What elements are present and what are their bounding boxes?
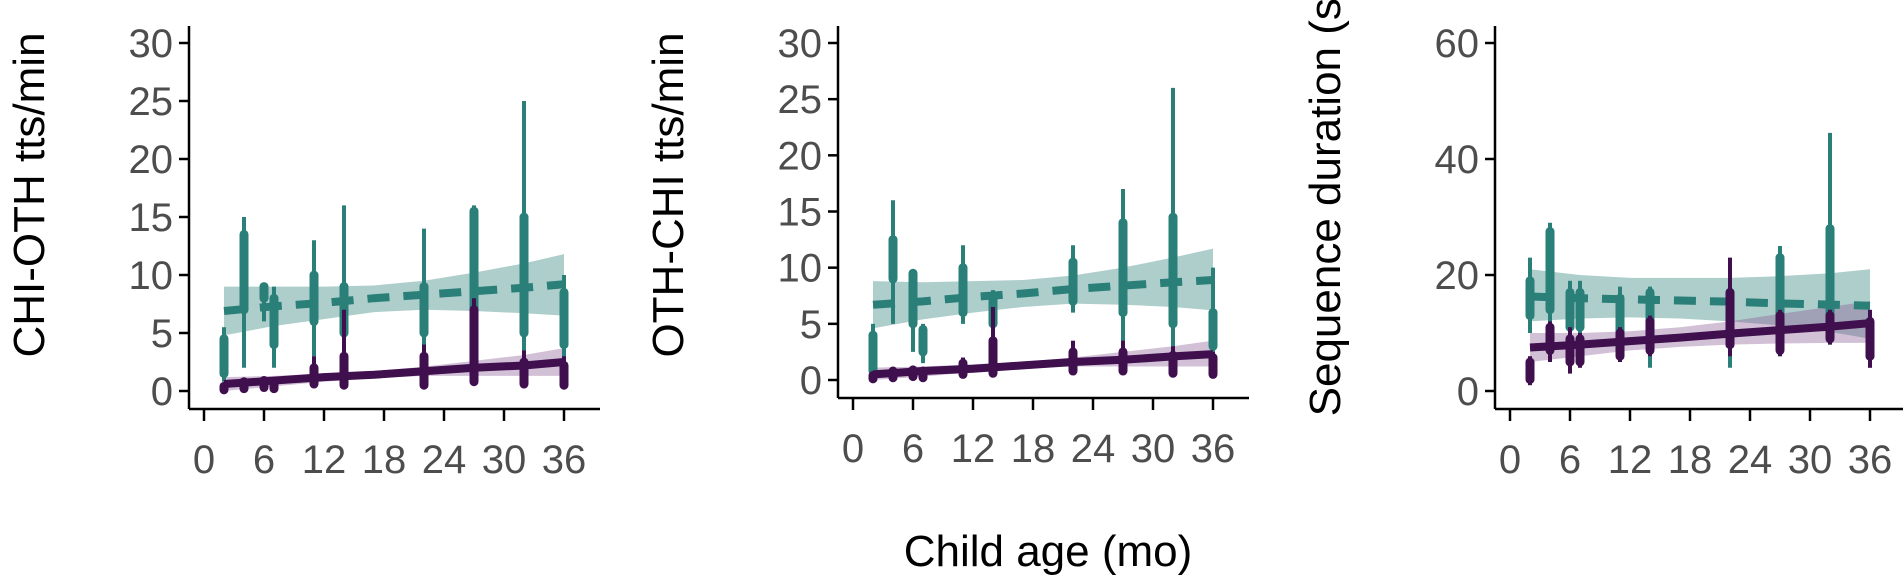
- y-axis-label: CHI-OTH tts/min: [5, 32, 54, 357]
- x-tick-label: 18: [1011, 427, 1056, 471]
- x-tick-label: 18: [362, 438, 407, 482]
- x-tick-label: 24: [1071, 427, 1116, 471]
- x-tick-label: 6: [902, 427, 924, 471]
- y-tick-label: 20: [778, 134, 823, 178]
- y-tick-label: 40: [1435, 138, 1480, 182]
- y-tick-label: 10: [778, 247, 823, 291]
- fit-line: [223, 358, 565, 389]
- y-tick-label: 10: [129, 254, 174, 298]
- x-tick-label: 12: [1608, 438, 1653, 482]
- y-tick-label: 5: [800, 303, 822, 347]
- y-tick-label: 0: [800, 359, 822, 403]
- confidence-band: [1530, 269, 1870, 339]
- x-tick-label: 18: [1668, 438, 1713, 482]
- y-tick-label: 0: [151, 370, 173, 414]
- x-tick-label: 0: [193, 438, 215, 482]
- y-axis-label: Sequence duration (se: [1301, 0, 1350, 416]
- y-tick-label: 5: [151, 312, 173, 356]
- y-tick-label: 0: [1457, 370, 1479, 414]
- x-tick-label: 30: [1788, 438, 1833, 482]
- y-tick-label: 20: [129, 138, 174, 182]
- x-tick-label: 36: [542, 438, 587, 482]
- y-tick-label: 20: [1435, 254, 1480, 298]
- x-tick-label: 30: [482, 438, 527, 482]
- fit-line: [223, 280, 565, 315]
- x-tick-label: 12: [302, 438, 347, 482]
- x-tick-label: 0: [1499, 438, 1521, 482]
- confidence-band: [1530, 301, 1870, 362]
- x-tick-label: 6: [253, 438, 275, 482]
- y-tick-label: 25: [129, 80, 174, 124]
- y-tick-label: 60: [1435, 22, 1480, 66]
- x-tick-label: 0: [842, 427, 864, 471]
- y-tick-label: 30: [778, 22, 823, 66]
- x-tick-label: 36: [1191, 427, 1236, 471]
- fit-line: [872, 276, 1214, 309]
- y-tick-label: 25: [778, 78, 823, 122]
- y-tick-label: 15: [778, 191, 823, 235]
- y-tick-label: 30: [129, 22, 174, 66]
- x-axis-label: Child age (mo): [904, 527, 1193, 576]
- x-tick-label: 24: [1728, 438, 1773, 482]
- confidence-band: [224, 254, 564, 336]
- x-tick-label: 24: [422, 438, 467, 482]
- x-tick-label: 6: [1559, 438, 1581, 482]
- x-tick-label: 36: [1848, 438, 1893, 482]
- x-tick-label: 12: [951, 427, 996, 471]
- y-axis-label: OTH-CHI tts/min: [644, 32, 693, 357]
- x-tick-label: 30: [1131, 427, 1176, 471]
- fit-line: [872, 350, 1214, 379]
- fit-line: [1529, 292, 1871, 310]
- y-tick-label: 15: [129, 196, 174, 240]
- fit-line: [1529, 319, 1871, 352]
- confidence-band: [873, 248, 1213, 329]
